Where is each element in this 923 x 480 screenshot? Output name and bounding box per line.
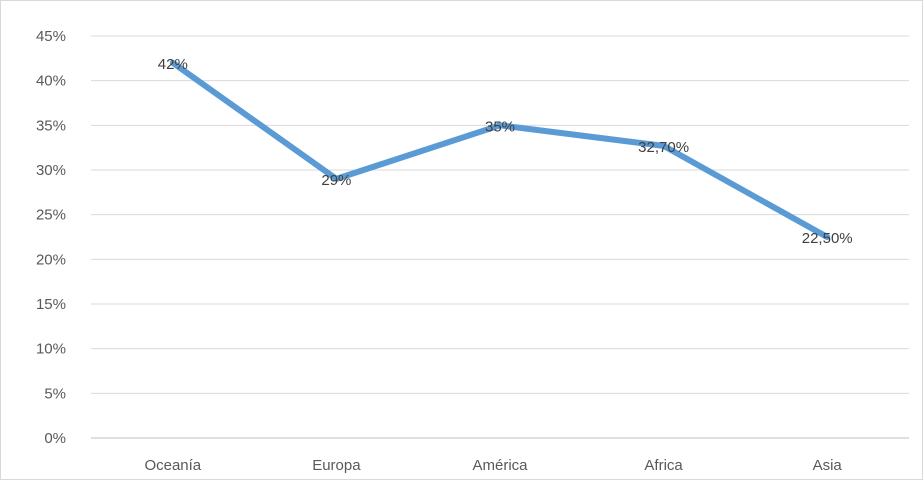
gridlines bbox=[91, 35, 909, 439]
data-label: 42% bbox=[158, 56, 188, 73]
series-line bbox=[169, 59, 831, 240]
y-tick-label: 15% bbox=[36, 296, 66, 313]
y-axis-tick-labels: 0% 5% 10% 15% 20% 25% 30% 35% 40% 45% bbox=[36, 28, 66, 447]
data-label: 35% bbox=[485, 118, 515, 135]
x-axis-tick-labels: Oceanía Europa América Africa Asia bbox=[144, 457, 842, 474]
x-tick-label: Asia bbox=[813, 457, 843, 474]
data-label: 22,50% bbox=[802, 230, 853, 247]
x-tick-label: Europa bbox=[312, 457, 361, 474]
y-tick-label: 10% bbox=[36, 341, 66, 358]
y-tick-label: 5% bbox=[44, 385, 66, 402]
series-lines bbox=[169, 59, 831, 240]
y-tick-label: 30% bbox=[36, 162, 66, 179]
x-tick-label: América bbox=[472, 457, 528, 474]
x-tick-label: Oceanía bbox=[144, 457, 201, 474]
y-tick-label: 25% bbox=[36, 207, 66, 224]
data-label: 29% bbox=[321, 172, 351, 189]
y-tick-label: 40% bbox=[36, 73, 66, 90]
y-tick-label: 45% bbox=[36, 28, 66, 45]
y-tick-label: 0% bbox=[44, 430, 66, 447]
y-tick-label: 20% bbox=[36, 251, 66, 268]
data-labels: 42% 29% 35% 32,70% 22,50% bbox=[158, 56, 853, 247]
x-tick-label: Africa bbox=[644, 457, 683, 474]
y-tick-label: 35% bbox=[36, 117, 66, 134]
data-label: 32,70% bbox=[638, 139, 689, 156]
